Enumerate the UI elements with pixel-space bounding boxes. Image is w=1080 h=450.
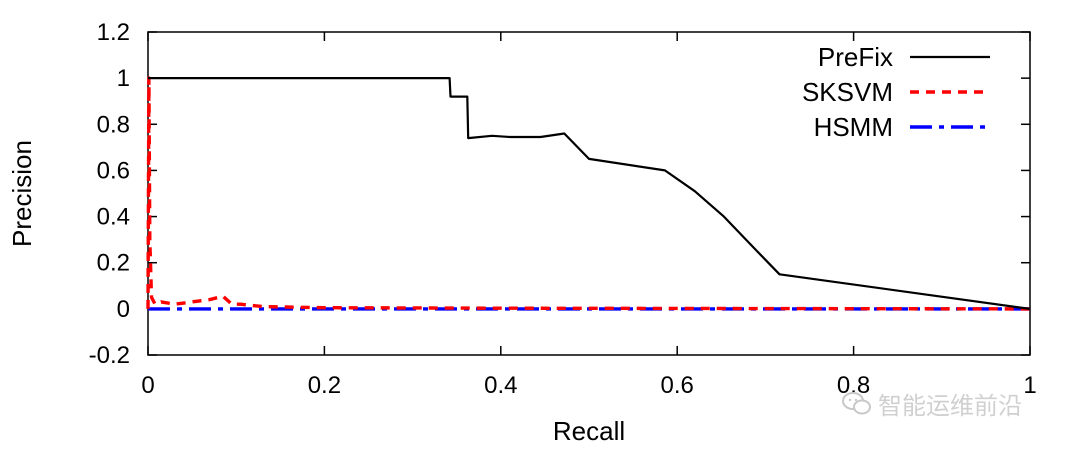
watermark: 智能运维前沿: [842, 386, 1022, 421]
plot-frame: [147, 31, 1031, 356]
wechat-icon: [842, 391, 871, 414]
y-tick-label: 0: [117, 296, 130, 323]
watermark-text: 智能运维前沿: [878, 392, 1022, 420]
series-lines: [146, 76, 1031, 311]
series-line-prefix: [148, 77, 1031, 310]
legend-label-sksvm: SKSVM: [802, 77, 893, 107]
x-tick-label: 0.2: [308, 372, 341, 399]
x-tick-label: 0.4: [484, 372, 517, 399]
y-axis-label: Precision: [7, 140, 37, 247]
x-tick-label: 1: [1023, 372, 1036, 399]
legend-label-hsmm: HSMM: [814, 112, 893, 142]
x-axis-label: Recall: [553, 416, 625, 446]
y-tick-label: 1.2: [97, 19, 130, 46]
x-tick-label: 0: [141, 372, 154, 399]
x-tick-label: 0.6: [661, 372, 694, 399]
axes: 0 0.2 0.4 0.6 0.8 1 -0.2 0 0.2 0.4 0.6 0.8 1 1.2: [89, 19, 1037, 399]
legend-label-prefix: PreFix: [818, 42, 893, 72]
legend: PreFix SKSVM HSMM: [802, 42, 990, 142]
x-tick-label: 0.8: [837, 372, 870, 399]
y-tick-label: -0.2: [89, 342, 130, 369]
y-tick-label: 1: [117, 65, 130, 92]
y-tick-label: 0.2: [97, 250, 130, 277]
y-tick-label: 0.8: [97, 111, 130, 138]
y-tick-label: 0.6: [97, 157, 130, 184]
y-tick-label: 0.4: [97, 204, 130, 231]
series-line-sksvm: [146, 76, 1031, 311]
